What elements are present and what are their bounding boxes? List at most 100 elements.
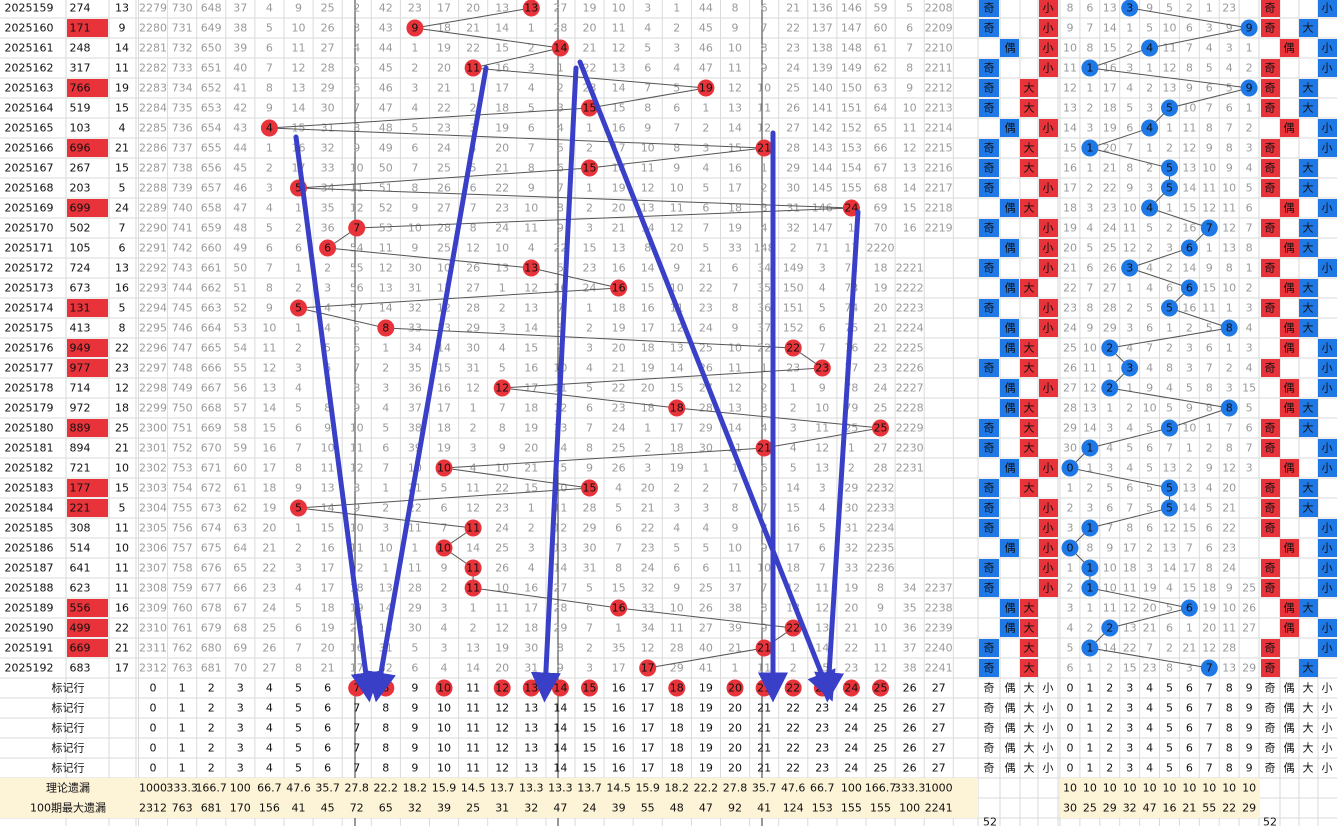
omission-value: 27 — [262, 662, 276, 675]
marker-row-label: 标记行 — [52, 681, 85, 695]
omission-value: 19 — [874, 282, 888, 295]
omission-value: 8 — [528, 162, 535, 175]
marker-odd-even: 大 — [1024, 741, 1035, 755]
big-small-label: 小 — [1043, 2, 1054, 15]
marker-ball[interactable] — [872, 679, 889, 697]
even-badge — [1000, 39, 1019, 57]
marker-number: 16 — [612, 722, 626, 735]
digit-omission: 22 — [1063, 282, 1077, 295]
omission-value: 2 — [295, 542, 302, 555]
omission-value: 7 — [295, 642, 302, 655]
odd-badge — [979, 639, 999, 657]
omission-value: 11 — [757, 102, 771, 115]
omission-value: 6 — [819, 322, 826, 335]
marker-digit: 3 — [1126, 762, 1133, 775]
marker-ball[interactable] — [842, 679, 860, 697]
omission-value: 30 — [408, 262, 422, 275]
marker-number: 20 — [728, 682, 742, 695]
omission-value: 4 — [761, 422, 768, 435]
marker-number: 13 — [524, 762, 538, 775]
omission-value: 2213 — [925, 102, 953, 115]
marker-ball[interactable] — [581, 679, 598, 697]
summary-value: 156 — [259, 802, 280, 815]
omission-value: 30 — [321, 102, 335, 115]
span-value: 21 — [115, 142, 129, 155]
omission-value: 8 — [615, 562, 622, 575]
omission-value: 50 — [233, 262, 247, 275]
summary-value: 41 — [292, 802, 306, 815]
summary-value: 333.3 — [894, 782, 926, 795]
big-small-label-2: 大 — [1303, 181, 1314, 195]
omission-value: 18 — [612, 302, 626, 315]
odd-badge-2 — [1261, 639, 1280, 657]
marker-number: 1 — [179, 742, 186, 755]
marker-number: 6 — [324, 702, 331, 715]
odd-badge — [979, 439, 999, 457]
omission-value: 19 — [612, 322, 626, 335]
omission-value: 29 — [583, 522, 597, 535]
omission-value: 9 — [761, 622, 768, 635]
digit-omission: 3 — [1246, 302, 1253, 315]
marker-number: 12 — [495, 682, 509, 695]
odd-even-label-2: 偶 — [1284, 602, 1295, 615]
big-badge — [1020, 339, 1038, 357]
omission-value: 9 — [557, 222, 564, 235]
issue-number: 2025176 — [5, 342, 54, 355]
digit-omission: 9 — [1067, 22, 1074, 35]
omission-value: 13 — [728, 102, 742, 115]
marker-ball[interactable] — [668, 679, 686, 697]
marker-odd-even: 奇 — [984, 722, 995, 735]
marker-number: 1 — [179, 702, 186, 715]
omission-value: 138 — [812, 42, 833, 55]
marker-ball[interactable] — [493, 679, 511, 697]
issue-number: 2025171 — [5, 242, 54, 255]
marker-ball[interactable] — [726, 679, 744, 697]
omission-value: 7 — [586, 422, 593, 435]
digit-omission: 9 — [1186, 402, 1193, 415]
omission-value: 16 — [903, 222, 917, 235]
omission-value: 2 — [470, 622, 477, 635]
big-badge-2 — [1299, 499, 1318, 517]
digit-omission: 17 — [1182, 562, 1196, 575]
digit-omission: 6 — [1226, 102, 1233, 115]
omission-value: 2 — [761, 182, 768, 195]
omission-value: 42 — [379, 2, 393, 15]
omission-value: 17 — [670, 422, 684, 435]
omission-value: 2303 — [139, 482, 167, 495]
omission-value: 60 — [874, 22, 888, 35]
issue-number: 2025186 — [5, 542, 54, 555]
big-small-label-2: 小 — [1322, 382, 1333, 395]
odd-even-label-2: 偶 — [1284, 282, 1295, 295]
omission-value: 25 — [786, 82, 800, 95]
digit-omission: 9 — [1206, 262, 1213, 275]
omission-value: 18 — [670, 442, 684, 455]
span-value: 11 — [115, 582, 129, 595]
omission-value: 755 — [172, 502, 193, 515]
digit-omission: 3 — [1246, 142, 1253, 155]
odd-even-label-2: 奇 — [1265, 422, 1276, 435]
span-ball-label: 19 — [699, 82, 713, 95]
omission-value: 16 — [524, 582, 538, 595]
digit-omission: 23 — [1063, 302, 1077, 315]
digit-omission: 11 — [1202, 182, 1216, 195]
omission-value: 17 — [612, 662, 626, 675]
span-ball — [784, 339, 802, 357]
omission-value: 8 — [732, 2, 739, 15]
digit-omission: 14 — [1083, 422, 1097, 435]
omission-value: 21 — [262, 542, 276, 555]
summary-value: 39 — [437, 802, 451, 815]
big-badge — [1020, 79, 1038, 97]
omission-value: 4 — [528, 562, 535, 575]
odd-badge — [979, 79, 999, 97]
marker-number: 0 — [150, 762, 157, 775]
omission-value: 40 — [699, 642, 713, 655]
digit-omission: 2 — [1106, 662, 1113, 675]
omission-value: 5 — [644, 42, 651, 55]
marker-ball[interactable] — [784, 679, 802, 697]
omission-value: 23 — [612, 402, 626, 415]
marker-ball[interactable] — [435, 679, 453, 697]
digit-omission: 12 — [1202, 202, 1216, 215]
omission-value: 12 — [612, 42, 626, 55]
small-badge-2 — [1318, 459, 1337, 477]
digit-omission: 16 — [1182, 222, 1196, 235]
